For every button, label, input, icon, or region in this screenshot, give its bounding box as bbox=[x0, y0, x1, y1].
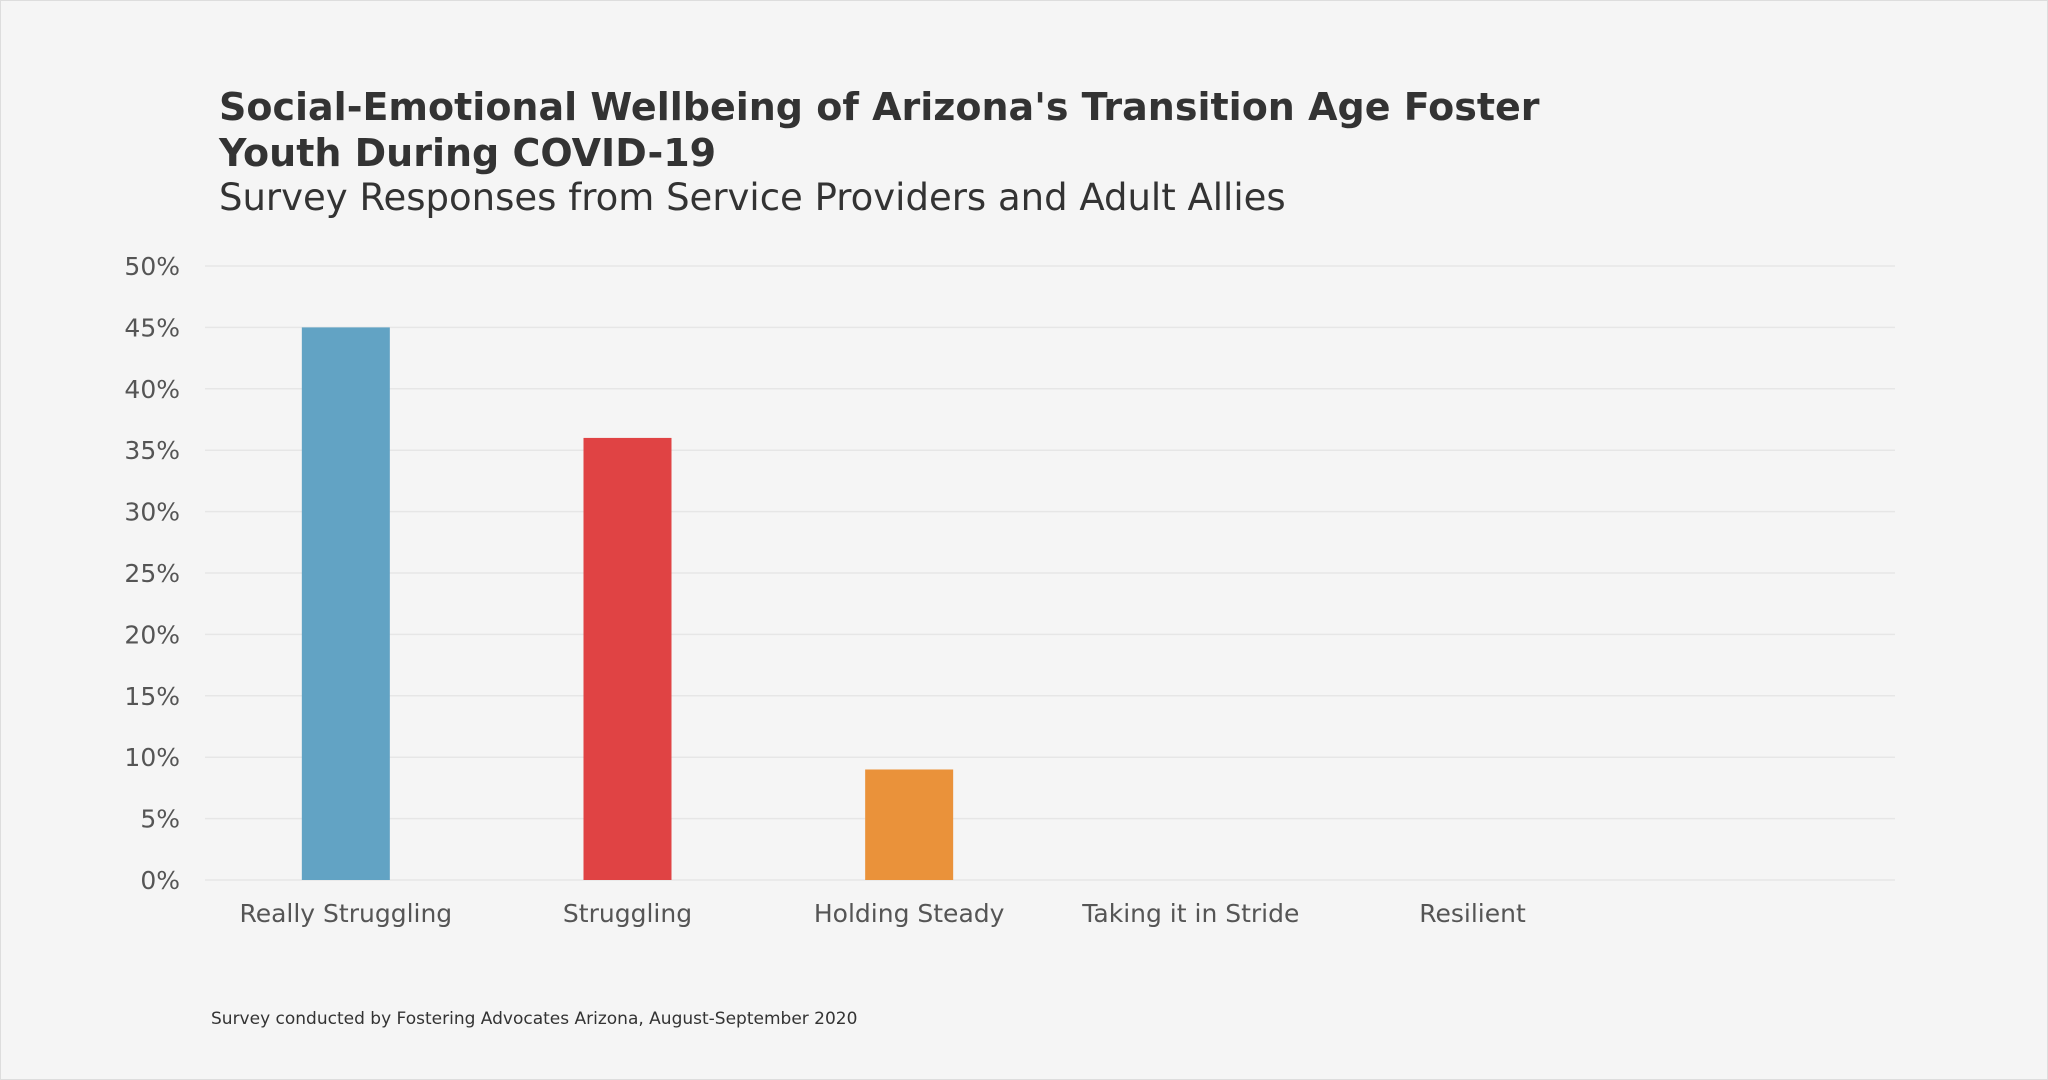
bar-holding-steady bbox=[865, 769, 954, 880]
footnote: Survey conducted by Fostering Advocates … bbox=[211, 1009, 858, 1029]
x-tick-label: Really Struggling bbox=[239, 899, 452, 928]
y-tick-label: 30% bbox=[124, 498, 180, 527]
chart-title: Social-Emotional Wellbeing of Arizona's … bbox=[219, 85, 1540, 175]
y-tick-label: 40% bbox=[124, 375, 180, 404]
y-tick-label: 10% bbox=[124, 743, 180, 772]
y-tick-label: 35% bbox=[124, 436, 180, 465]
x-tick-label: Struggling bbox=[563, 899, 692, 928]
y-tick-label: 50% bbox=[124, 252, 180, 281]
bar-struggling bbox=[583, 437, 672, 880]
y-tick-label: 0% bbox=[140, 866, 180, 895]
x-tick-label: Holding Steady bbox=[814, 899, 1005, 928]
x-tick-label: Resilient bbox=[1419, 899, 1526, 928]
y-tick-label: 25% bbox=[124, 559, 180, 588]
y-tick-label: 45% bbox=[124, 313, 180, 342]
y-tick-label: 5% bbox=[140, 805, 180, 834]
y-tick-label: 15% bbox=[124, 682, 180, 711]
x-tick-label: Taking it in Stride bbox=[1081, 899, 1299, 928]
chart-subtitle: Survey Responses from Service Providers … bbox=[219, 176, 1286, 219]
y-tick-label: 20% bbox=[124, 620, 180, 649]
bar-really-struggling bbox=[301, 327, 390, 880]
